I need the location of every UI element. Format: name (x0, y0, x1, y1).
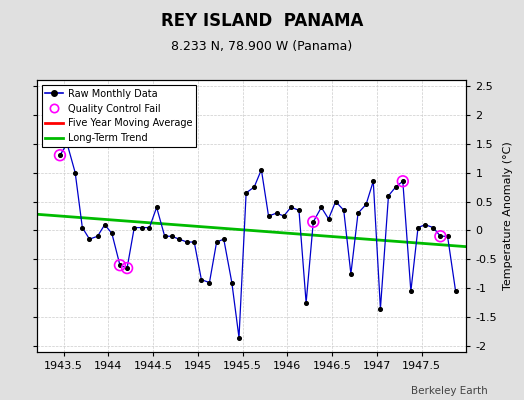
Text: REY ISLAND  PANAMA: REY ISLAND PANAMA (161, 12, 363, 30)
Point (130, 224, 138, 231)
Point (85, 236, 94, 242)
Point (197, 276, 205, 283)
Point (354, 210, 362, 216)
Point (414, 224, 422, 231)
Point (340, 207, 348, 214)
Point (257, 166, 266, 173)
Point (220, 236, 228, 242)
Point (399, 178, 407, 184)
Point (123, 265, 132, 271)
Legend: Raw Monthly Data, Quality Control Fail, Five Year Moving Average, Long-Term Tren: Raw Monthly Data, Quality Control Fail, … (41, 85, 196, 147)
Point (175, 236, 183, 242)
Point (227, 279, 236, 286)
Point (451, 288, 460, 294)
Point (160, 233, 169, 240)
Point (183, 239, 191, 245)
Point (56, 152, 64, 158)
Point (123, 265, 132, 271)
Text: Berkeley Earth: Berkeley Earth (411, 386, 487, 396)
Point (56, 152, 64, 158)
Point (407, 288, 415, 294)
Point (399, 178, 407, 184)
Point (93, 233, 102, 240)
Point (279, 213, 288, 219)
Point (116, 262, 124, 268)
Point (384, 192, 392, 199)
Point (272, 210, 281, 216)
Point (212, 239, 221, 245)
Point (101, 222, 109, 228)
Point (145, 224, 154, 231)
Point (78, 224, 86, 231)
Point (376, 305, 385, 312)
Point (63, 140, 71, 147)
Point (362, 201, 370, 208)
Point (302, 300, 310, 306)
Point (250, 184, 258, 190)
Point (242, 190, 250, 196)
Point (295, 207, 303, 214)
Point (317, 204, 325, 210)
Point (168, 233, 176, 240)
Y-axis label: Temperature Anomaly (°C): Temperature Anomaly (°C) (503, 142, 512, 290)
Point (107, 230, 116, 236)
Point (205, 279, 214, 286)
Point (324, 216, 333, 222)
Point (391, 184, 400, 190)
Point (116, 262, 124, 268)
Point (309, 218, 318, 225)
Point (309, 218, 318, 225)
Point (436, 233, 444, 240)
Point (264, 213, 272, 219)
Point (429, 224, 438, 231)
Text: 8.233 N, 78.900 W (Panama): 8.233 N, 78.900 W (Panama) (171, 40, 353, 53)
Point (190, 239, 199, 245)
Point (332, 198, 340, 205)
Point (71, 169, 79, 176)
Point (235, 334, 243, 341)
Point (369, 178, 377, 184)
Point (421, 222, 429, 228)
Point (443, 233, 452, 240)
Point (347, 271, 355, 277)
Point (138, 224, 147, 231)
Point (436, 233, 444, 240)
Point (287, 204, 295, 210)
Point (152, 204, 161, 210)
